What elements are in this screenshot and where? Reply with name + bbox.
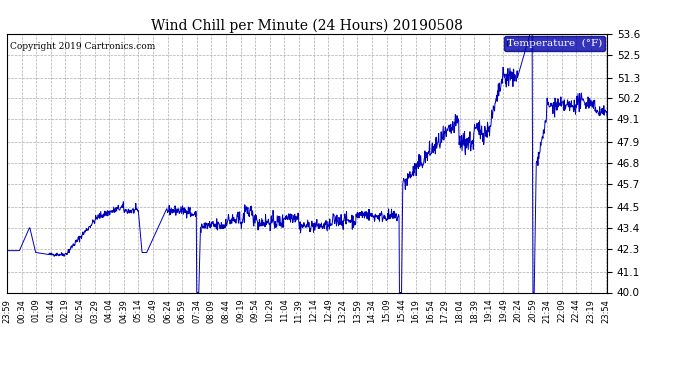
Text: Copyright 2019 Cartronics.com: Copyright 2019 Cartronics.com bbox=[10, 42, 155, 51]
Title: Wind Chill per Minute (24 Hours) 20190508: Wind Chill per Minute (24 Hours) 2019050… bbox=[151, 18, 463, 33]
Legend: Temperature  (°F): Temperature (°F) bbox=[504, 36, 605, 51]
